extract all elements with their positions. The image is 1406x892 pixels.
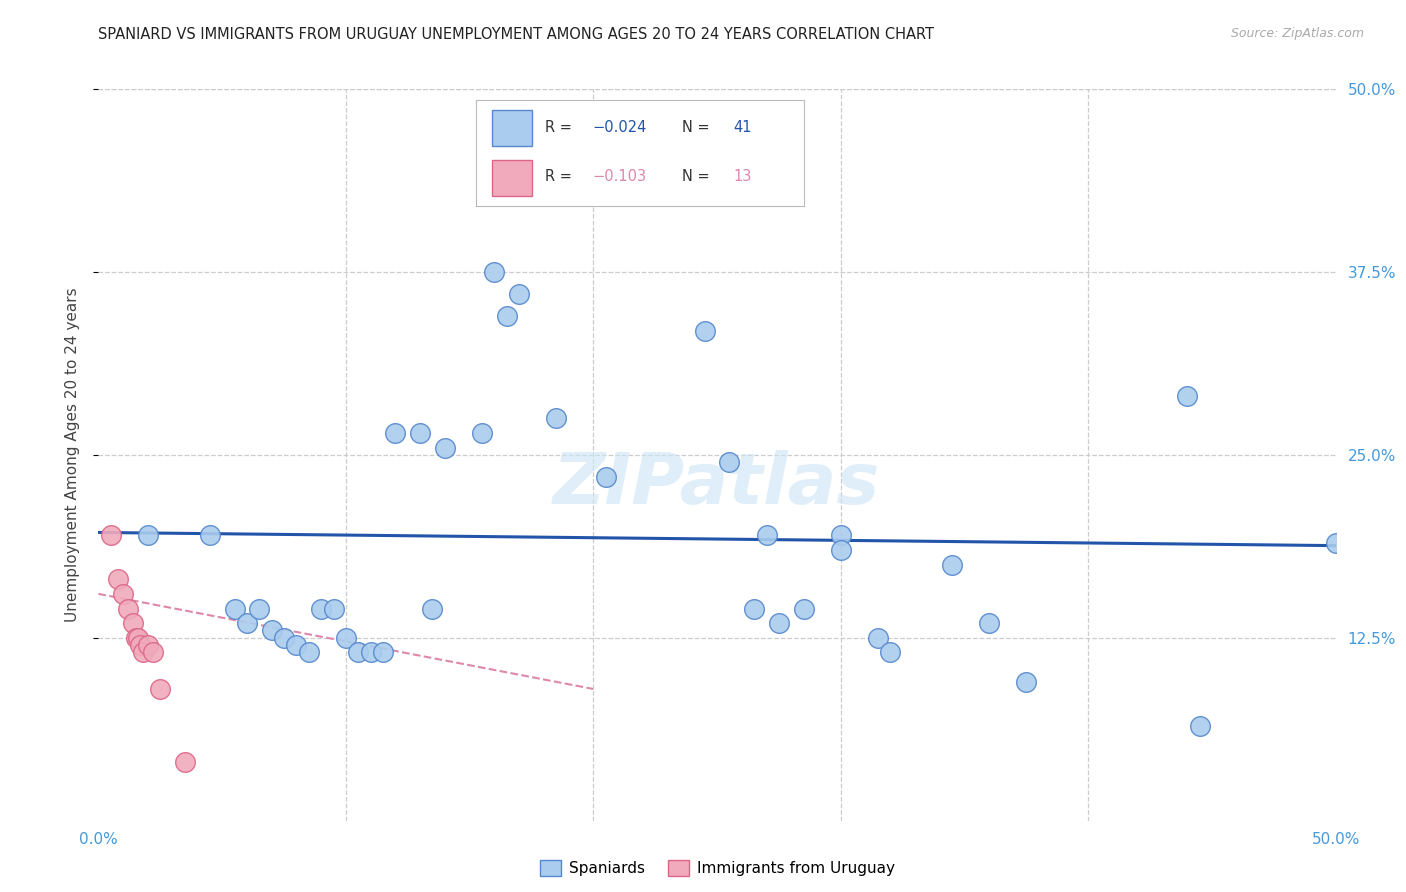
Point	[979, 616, 1001, 631]
Point	[247, 601, 270, 615]
Point	[1175, 389, 1198, 403]
Point	[112, 587, 135, 601]
Point	[546, 411, 568, 425]
Point	[100, 528, 122, 542]
Point	[198, 528, 221, 542]
Point	[136, 638, 159, 652]
Point	[260, 624, 283, 638]
Point	[322, 601, 344, 615]
Point	[149, 681, 172, 696]
Text: SPANIARD VS IMMIGRANTS FROM URUGUAY UNEMPLOYMENT AMONG AGES 20 TO 24 YEARS CORRE: SPANIARD VS IMMIGRANTS FROM URUGUAY UNEM…	[98, 27, 935, 42]
Point	[107, 572, 129, 586]
Point	[471, 425, 494, 440]
Text: Source: ZipAtlas.com: Source: ZipAtlas.com	[1230, 27, 1364, 40]
Point	[595, 470, 617, 484]
Point	[124, 631, 146, 645]
Point	[136, 528, 159, 542]
Text: ZIPatlas: ZIPatlas	[554, 450, 880, 518]
Y-axis label: Unemployment Among Ages 20 to 24 years: Unemployment Among Ages 20 to 24 years	[65, 287, 80, 623]
Point	[866, 631, 889, 645]
Point	[693, 324, 716, 338]
Point	[236, 616, 259, 631]
Point	[371, 645, 394, 659]
Point	[117, 601, 139, 615]
Point	[132, 645, 155, 659]
Point	[830, 528, 852, 542]
Point	[273, 631, 295, 645]
Point	[384, 425, 406, 440]
Point	[335, 631, 357, 645]
Point	[484, 265, 506, 279]
Point	[742, 601, 765, 615]
Point	[941, 558, 963, 572]
Point	[224, 601, 246, 615]
Point	[127, 631, 149, 645]
Point	[347, 645, 370, 659]
Point	[174, 755, 197, 769]
Point	[879, 645, 901, 659]
Point	[508, 287, 530, 301]
Point	[285, 638, 308, 652]
Point	[433, 441, 456, 455]
Point	[298, 645, 321, 659]
Point	[718, 455, 741, 469]
Point	[793, 601, 815, 615]
Point	[1324, 535, 1347, 549]
Point	[755, 528, 778, 542]
Legend: Spaniards, Immigrants from Uruguay: Spaniards, Immigrants from Uruguay	[533, 855, 901, 882]
Point	[142, 645, 165, 659]
Point	[129, 638, 152, 652]
Point	[122, 616, 145, 631]
Point	[830, 543, 852, 558]
Point	[495, 309, 517, 323]
Point	[360, 645, 382, 659]
Point	[409, 425, 432, 440]
Point	[1188, 718, 1211, 732]
Point	[768, 616, 790, 631]
Point	[1015, 674, 1038, 689]
Point	[422, 601, 444, 615]
Point	[309, 601, 332, 615]
